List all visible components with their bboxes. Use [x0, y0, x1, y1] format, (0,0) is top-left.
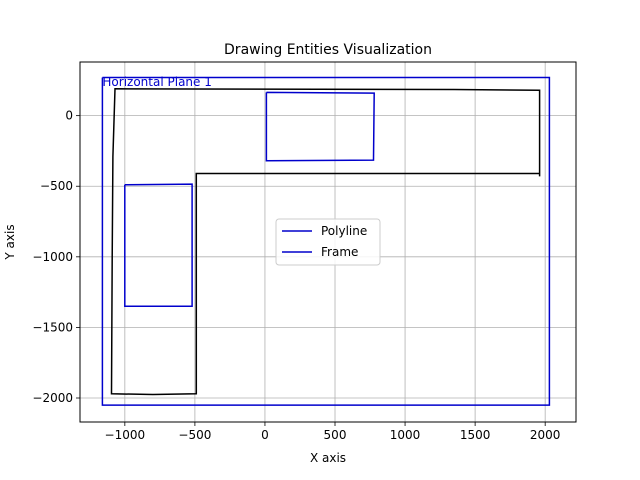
series-rect-left — [124, 183, 193, 307]
x-tick-label: 0 — [261, 428, 269, 442]
y-tick-label: −2000 — [32, 391, 73, 405]
y-axis-label: Y axis — [3, 224, 17, 260]
annotation-horizontal-plane: Horizontal Plane 1 — [102, 75, 211, 89]
x-tick-label: 1500 — [460, 428, 491, 442]
ticks: −1000 −500 0 500 1000 1500 2000 −2000 −1500 −1000… — [32, 109, 560, 442]
x-tick-label: −500 — [178, 428, 211, 442]
x-tick-label: −1000 — [105, 428, 146, 442]
x-tick-label: 500 — [324, 428, 347, 442]
plot-border — [79, 61, 577, 423]
y-tick-label: −1000 — [32, 250, 73, 264]
chart-title: Drawing Entities Visualization — [224, 42, 432, 58]
series-rect-top — [265, 91, 375, 162]
series-outline — [110, 88, 541, 396]
x-tick-label: 1000 — [390, 428, 421, 442]
y-tick-label: 0 — [65, 109, 73, 123]
legend-label-frame: Frame — [321, 245, 358, 259]
x-axis-label: X axis — [310, 451, 346, 465]
y-tick-label: −1500 — [32, 320, 73, 334]
y-tick-label: −500 — [40, 179, 73, 193]
legend-label-polyline: Polyline — [321, 224, 367, 238]
series-frame — [101, 76, 551, 406]
legend: Polyline Frame — [275, 218, 381, 266]
series-layer — [101, 76, 551, 406]
x-tick-label: 2000 — [530, 428, 561, 442]
